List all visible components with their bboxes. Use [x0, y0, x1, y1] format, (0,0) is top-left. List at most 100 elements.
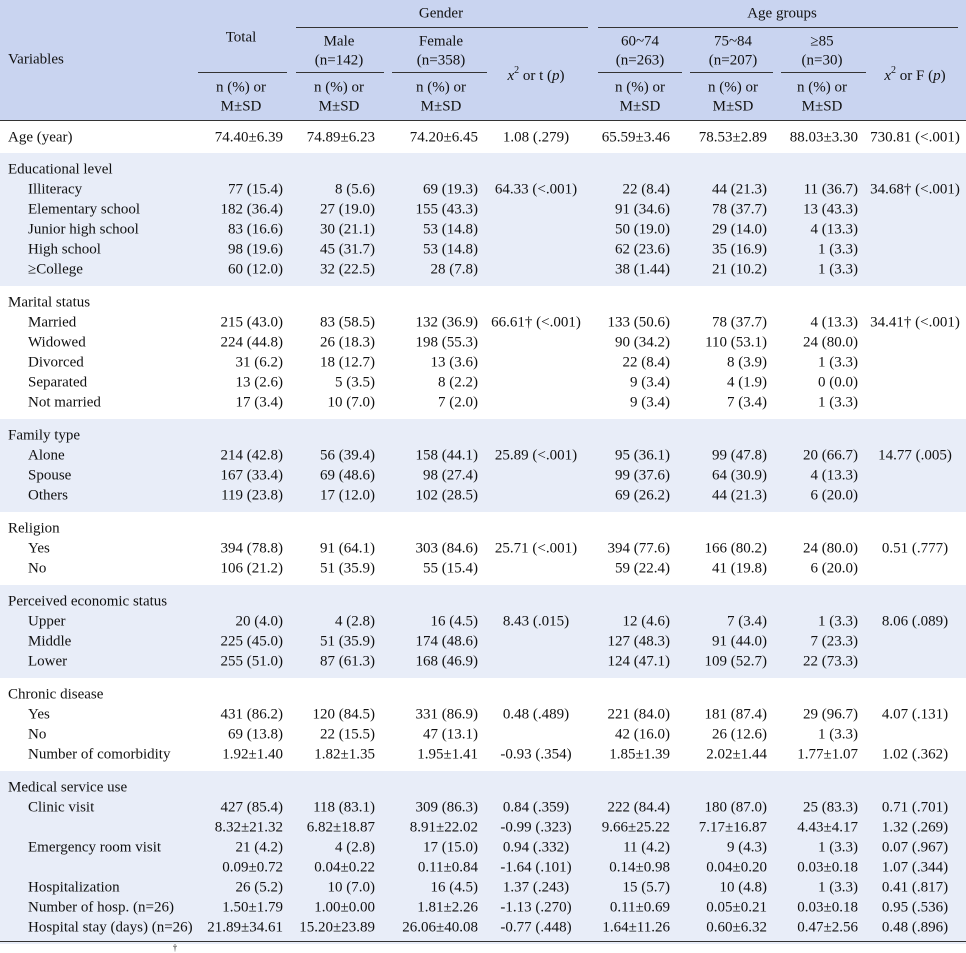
cell: 15.20±23.89 — [299, 919, 375, 936]
section-title: Chronic disease — [8, 686, 104, 703]
header-cell: n (%) or — [216, 79, 266, 96]
gender-rule — [296, 27, 588, 28]
cell: 0.07 (.967) — [881, 839, 949, 856]
cell: 1.81±2.26 — [417, 899, 478, 916]
section-title: Family type — [8, 427, 81, 444]
row-label: Widowed — [28, 334, 86, 351]
cell: 214 (42.8) — [220, 447, 284, 464]
header-cell: (n=30) — [801, 52, 843, 69]
cell: 88.03±3.30 — [789, 129, 858, 146]
section-title: Educational level — [8, 161, 113, 178]
header-cell: (n=358) — [416, 52, 466, 69]
cell: 7 (23.3) — [810, 633, 859, 650]
cell: 35 (16.9) — [712, 241, 767, 258]
cell: 118 (83.1) — [313, 799, 375, 816]
cell: 5 (3.5) — [335, 374, 375, 391]
cell: 26 (18.3) — [320, 334, 375, 351]
header-cell: M±SD — [420, 98, 462, 115]
cell: 21 (4.2) — [235, 839, 284, 856]
cell: 14.77 (.005) — [878, 447, 952, 464]
cell: 221 (84.0) — [607, 706, 671, 723]
cell: 166 (80.2) — [704, 540, 768, 557]
row-label: High school — [28, 241, 101, 258]
cell: 83 (16.6) — [228, 221, 283, 238]
cell: 83 (58.5) — [320, 314, 375, 331]
cell: 34.68† (<.001) — [870, 181, 960, 198]
cell: 16 (4.5) — [430, 879, 479, 896]
cell: 74.40±6.39 — [214, 129, 283, 146]
cell: 60 (12.0) — [228, 261, 283, 278]
cell: 127 (48.3) — [607, 633, 671, 650]
header-text: p — [552, 68, 560, 84]
cell: 78 (37.7) — [712, 201, 767, 218]
row-label: Divorced — [28, 354, 84, 371]
cell: 25.71 (<.001) — [494, 540, 578, 557]
cell: 17 (3.4) — [235, 394, 284, 411]
cell: 1.37 (.243) — [502, 879, 570, 896]
cell: 22 (8.4) — [622, 354, 671, 371]
cell: 45 (31.7) — [320, 241, 375, 258]
cell: -0.99 (.323) — [500, 819, 572, 836]
cell: 730.81 (<.001) — [870, 129, 960, 146]
cell: 69 (19.3) — [423, 181, 478, 198]
cell: 74.20±6.45 — [409, 129, 478, 146]
cell: 15 (5.7) — [622, 879, 671, 896]
cell: 174 (48.6) — [415, 633, 479, 650]
cell: 99 (37.6) — [615, 467, 670, 484]
cell: 44 (21.3) — [712, 181, 767, 198]
cell: 31 (6.2) — [235, 354, 284, 371]
row-label: Age (year) — [8, 129, 73, 146]
cell: 7 (3.4) — [727, 613, 767, 630]
cell: 1.07 (.344) — [881, 859, 949, 876]
cell: 51 (35.9) — [320, 560, 375, 577]
cell: 0.41 (.817) — [881, 879, 949, 896]
cell: 20 (66.7) — [803, 447, 858, 464]
cell: 8.43 (.015) — [502, 613, 570, 630]
cell: 91 (64.1) — [320, 540, 375, 557]
cell: 1.02 (.362) — [881, 746, 949, 763]
cell: 1.32 (.269) — [881, 819, 949, 836]
row-label: Hospitalization — [28, 879, 120, 896]
header-cell: Female — [418, 33, 464, 50]
cell: 309 (86.3) — [415, 799, 479, 816]
cell: 4 (2.8) — [335, 839, 375, 856]
cell: 7 (2.0) — [438, 394, 478, 411]
cell: 69 (26.2) — [615, 487, 670, 504]
cell: 1.00±0.00 — [314, 899, 375, 916]
row-label: Separated — [28, 374, 88, 391]
header-cell: M±SD — [801, 98, 843, 115]
cell: 155 (43.3) — [415, 201, 479, 218]
row-label: Elementary school — [28, 201, 141, 218]
row-label: Upper — [28, 613, 66, 630]
cell: 1.85±1.39 — [609, 746, 670, 763]
cell: 0.05±0.21 — [706, 899, 767, 916]
header-cell: n (%) or — [314, 79, 364, 96]
cell: 9 (3.4) — [630, 374, 670, 391]
row-label: Others — [28, 487, 68, 504]
cell: 44 (21.3) — [712, 487, 767, 504]
cell: 29 (14.0) — [712, 221, 767, 238]
cell: 180 (87.0) — [704, 799, 768, 816]
cell: 42 (16.0) — [615, 726, 670, 743]
cell: 0.09±0.72 — [222, 859, 283, 876]
cell: 17 (12.0) — [320, 487, 375, 504]
header-cell: Variables — [8, 51, 64, 68]
cell: 394 (77.6) — [607, 540, 671, 557]
cell: 7 (3.4) — [727, 394, 767, 411]
row-label: Not married — [28, 394, 101, 411]
cell: 110 (53.1) — [705, 334, 767, 351]
cell: 1 (3.3) — [818, 839, 858, 856]
cell: 4 (13.3) — [810, 314, 859, 331]
cell: 13 (2.6) — [235, 374, 284, 391]
cell: 4 (13.3) — [810, 221, 859, 238]
table-rule — [0, 120, 966, 121]
cell: 27 (19.0) — [320, 201, 375, 218]
cell: 303 (84.6) — [415, 540, 479, 557]
cell: 198 (55.3) — [415, 334, 479, 351]
cell: 38 (1.44) — [615, 261, 670, 278]
cell: 1.95±1.41 — [417, 746, 478, 763]
cell: 132 (36.9) — [415, 314, 479, 331]
cell: 8 (3.9) — [727, 354, 767, 371]
row-label: Junior high school — [28, 221, 139, 238]
